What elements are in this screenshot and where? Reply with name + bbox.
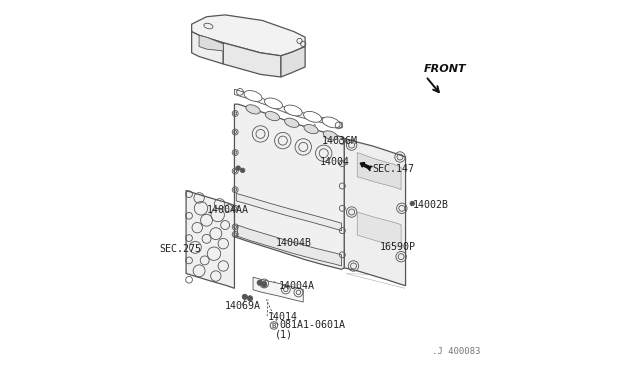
Polygon shape <box>186 190 234 288</box>
Ellipse shape <box>304 125 318 134</box>
Ellipse shape <box>265 112 280 121</box>
Text: B: B <box>272 323 276 328</box>
Circle shape <box>257 280 262 285</box>
Polygon shape <box>191 32 223 64</box>
Ellipse shape <box>285 118 299 127</box>
Text: 14014: 14014 <box>268 312 298 322</box>
Text: SEC.147: SEC.147 <box>372 164 414 174</box>
Polygon shape <box>281 46 305 77</box>
Ellipse shape <box>303 111 321 122</box>
Polygon shape <box>191 15 305 56</box>
Circle shape <box>243 294 248 299</box>
Polygon shape <box>253 277 303 302</box>
Text: 14004B: 14004B <box>275 238 312 247</box>
Polygon shape <box>344 138 406 286</box>
Text: 14004AA: 14004AA <box>207 205 248 215</box>
Polygon shape <box>237 225 342 266</box>
Text: .J 400083: .J 400083 <box>431 347 480 356</box>
Text: 14036M: 14036M <box>322 137 358 146</box>
Text: 14002B: 14002B <box>413 200 449 209</box>
Polygon shape <box>234 104 344 269</box>
Circle shape <box>241 168 245 173</box>
Text: 14004: 14004 <box>320 157 350 167</box>
Text: 16590P: 16590P <box>380 243 415 252</box>
Polygon shape <box>357 153 401 190</box>
Ellipse shape <box>322 117 340 128</box>
Polygon shape <box>223 43 281 77</box>
Circle shape <box>248 296 253 301</box>
Ellipse shape <box>244 90 262 102</box>
Polygon shape <box>357 212 401 247</box>
Ellipse shape <box>246 105 260 114</box>
Circle shape <box>262 282 267 287</box>
Text: 14004A: 14004A <box>279 282 315 291</box>
Circle shape <box>410 201 415 206</box>
Text: (1): (1) <box>275 329 292 339</box>
Polygon shape <box>234 89 342 128</box>
Polygon shape <box>199 35 223 51</box>
Polygon shape <box>236 193 342 231</box>
Text: SEC.275: SEC.275 <box>159 244 202 254</box>
Ellipse shape <box>284 105 302 116</box>
Text: 081A1-0601A: 081A1-0601A <box>279 321 345 330</box>
FancyArrow shape <box>360 163 371 169</box>
Ellipse shape <box>323 131 337 140</box>
Ellipse shape <box>264 98 282 109</box>
Text: FRONT: FRONT <box>424 64 467 74</box>
Ellipse shape <box>204 23 213 29</box>
Circle shape <box>236 166 241 170</box>
Text: 14069A: 14069A <box>225 301 261 311</box>
